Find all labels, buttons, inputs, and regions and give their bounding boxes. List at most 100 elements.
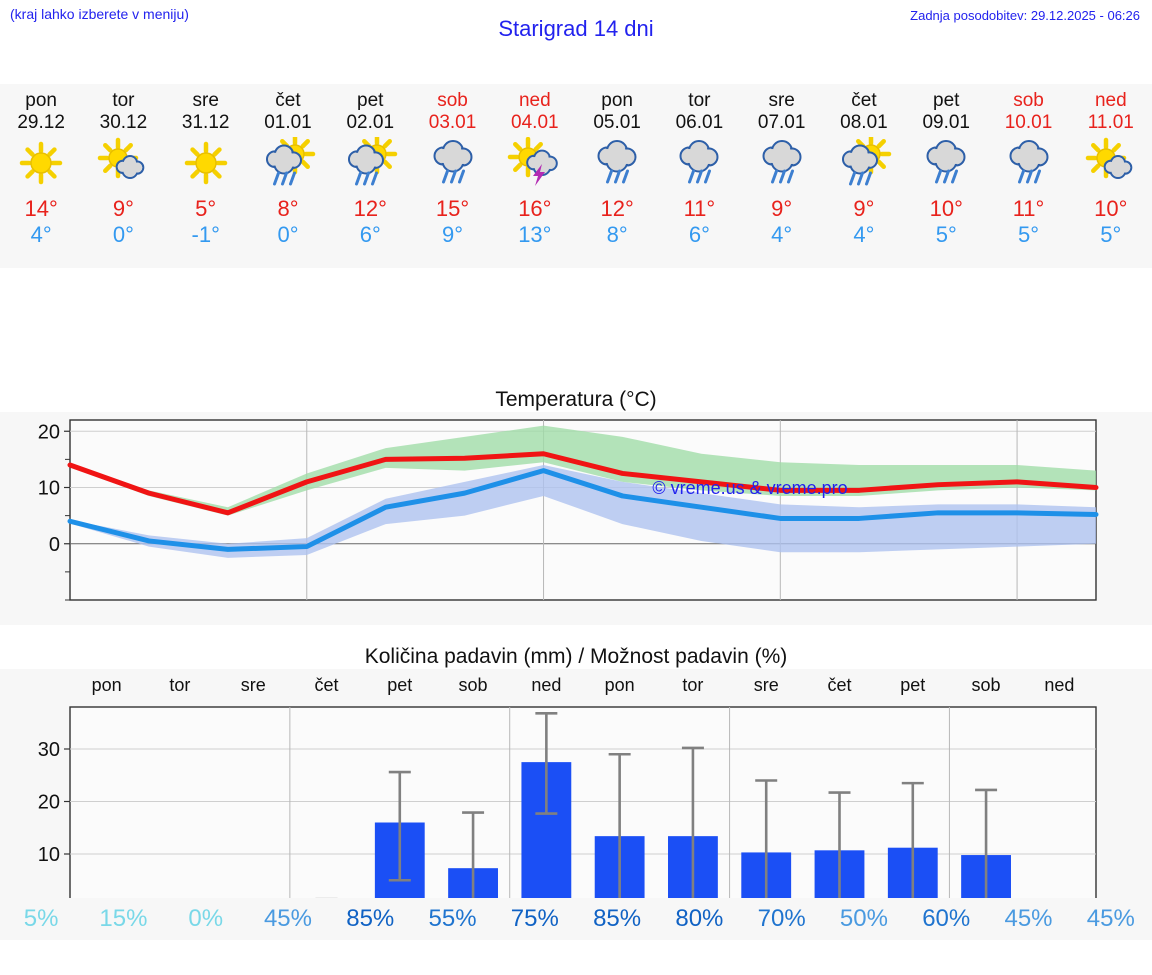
precipitation-chart-title: Količina padavin (mm) / Možnost padavin … [0, 637, 1152, 669]
forecast-day-column[interactable]: sre 31.12 5° -1° [165, 84, 247, 268]
day-name: tor [688, 90, 711, 111]
precipitation-day-label: sob [972, 675, 1001, 695]
temperature-max: 10° [929, 195, 963, 221]
day-date: 03.01 [428, 111, 477, 133]
watermark-text: © vreme.us & vreme.pro [652, 478, 847, 498]
day-date: 04.01 [511, 111, 559, 133]
forecast-day-column[interactable]: sre 07.01 9° 4° [741, 84, 823, 268]
forecast-day-column[interactable]: ned 11.01 10° 5° [1070, 84, 1152, 268]
temperature-min: 5° [1017, 222, 1040, 248]
weather-icon-wrapper [917, 136, 975, 192]
y-axis-tick-label: 10 [38, 478, 60, 500]
temperature-max: 9° [853, 195, 875, 221]
precipitation-probability-label: 0% [188, 905, 224, 932]
precipitation-probability-label: 60% [922, 905, 971, 932]
weather-icon-wrapper [1082, 136, 1140, 192]
precipitation-plot-svg: pon tor sre čet pet sob ned pon tor sre čet pet sob n… [38, 675, 1097, 919]
day-date: 08.01 [840, 111, 888, 133]
weather-icon-wrapper [424, 136, 482, 192]
temperature-min: 13° [518, 222, 552, 248]
day-name: tor [112, 90, 135, 111]
forecast-day-column[interactable]: pon 29.12 14° 4° [0, 84, 82, 268]
weather-icon-wrapper [259, 136, 317, 192]
temperature-max: 15° [435, 195, 470, 221]
precipitation-probability-label: 45% [1086, 905, 1135, 932]
precipitation-probability-label: 5% [23, 905, 59, 932]
y-axis-tick-label: 0 [49, 534, 60, 556]
day-name: pon [601, 90, 633, 111]
forecast-day-column[interactable]: ned 04.01 16° 13° [494, 84, 576, 268]
precipitation-day-label: pon [605, 675, 635, 695]
precipitation-probability-label: 55% [428, 905, 477, 932]
precipitation-day-label: pet [900, 675, 925, 695]
precipitation-probability-label: 85% [593, 905, 642, 932]
precipitation-day-label: ned [1044, 675, 1074, 695]
precipitation-error-bar [535, 711, 558, 815]
y-axis-tick-label: 10 [38, 844, 60, 866]
precipitation-probability-label: 75% [510, 905, 559, 932]
weather-icon-wrapper [835, 136, 893, 192]
precipitation-probability-label: 70% [757, 905, 806, 932]
day-name: pet [357, 90, 384, 111]
forecast-day-column[interactable]: pet 09.01 10° 5° [905, 84, 987, 268]
temperature-max: 11° [1012, 195, 1045, 221]
precipitation-probability-label: 85% [346, 905, 395, 932]
sun-cloud-rain-icon [265, 136, 316, 186]
last-updated-text: Zadnja posodobitev: 29.12.2025 - 06:26 [910, 8, 1140, 23]
precipitation-day-label: čet [314, 675, 338, 695]
temperature-min: 5° [935, 222, 957, 248]
sun-cloud-rain-icon [841, 136, 892, 186]
precipitation-error-bar [828, 791, 851, 907]
temperature-max: 9° [112, 195, 134, 221]
temperature-min: 0° [112, 222, 134, 248]
precipitation-error-bar [755, 779, 778, 907]
cloud-rain-icon [597, 139, 637, 184]
precipitation-day-label: ned [531, 675, 561, 695]
forecast-day-column[interactable]: tor 30.12 9° 0° [82, 84, 164, 268]
precipitation-day-label: čet [827, 675, 851, 695]
day-name: sob [1013, 90, 1044, 111]
precipitation-day-label: tor [169, 675, 190, 695]
temperature-plot: 0 10 20 © vreme.us & vreme.pro [0, 412, 1152, 627]
day-date: 31.12 [181, 111, 230, 133]
temperature-plot-svg: 0 10 20 © vreme.us & vreme.pro [38, 419, 1099, 601]
temperature-max: 14° [24, 195, 58, 221]
day-date: 06.01 [675, 111, 724, 133]
temperature-max: 8° [277, 195, 299, 221]
precipitation-probability-label: 45% [263, 905, 312, 932]
temperature-max: 12° [600, 195, 634, 221]
page-title: Starigrad 14 dni [498, 16, 654, 41]
precipitation-day-label: pon [92, 675, 122, 695]
forecast-day-column[interactable]: pet 02.01 12° 6° [329, 84, 411, 268]
weather-icon-wrapper [506, 136, 564, 192]
forecast-day-column[interactable]: čet 01.01 8° 0° [247, 84, 329, 268]
precipitation-day-label: sob [459, 675, 488, 695]
temperature-chart-title: Temperatura (°C) [0, 380, 1152, 412]
y-axis-tick-label: 20 [38, 792, 60, 814]
forecast-day-column[interactable]: tor 06.01 11° 6° [658, 84, 740, 268]
temperature-min: 0° [277, 222, 299, 248]
temperature-min: 8° [606, 222, 628, 248]
sun-cloud-icon [98, 137, 145, 179]
daily-forecast-strip: pon 29.12 14° 4° tor 30.12 9° 0° sre 31.12 5° -1° če… [0, 84, 1152, 268]
precipitation-error-bar [975, 788, 998, 907]
forecast-day-column[interactable]: sob 10.01 11° 5° [987, 84, 1069, 268]
cloud-rain-icon [433, 139, 473, 184]
forecast-day-column[interactable]: sob 03.01 15° 9° [411, 84, 493, 268]
forecast-day-column[interactable]: čet 08.01 9° 4° [823, 84, 905, 268]
day-name: čet [275, 90, 301, 111]
weather-icon-wrapper [588, 136, 646, 192]
sun-thunderstorm-icon [507, 136, 558, 186]
day-name: ned [518, 90, 551, 111]
temperature-max: 16° [518, 195, 552, 221]
precipitation-error-bar [388, 770, 411, 882]
forecast-day-column[interactable]: pon 05.01 12° 8° [576, 84, 658, 268]
sun-icon [184, 141, 227, 184]
day-name: sob [437, 90, 468, 111]
temperature-line-series [67, 468, 1099, 552]
temperature-min: 6° [359, 222, 381, 248]
weather-icon-wrapper [12, 136, 70, 192]
top-bar: (kraj lahko izberete v meniju) Starigrad… [0, 0, 1152, 60]
sun-cloud-rain-icon [348, 136, 398, 186]
